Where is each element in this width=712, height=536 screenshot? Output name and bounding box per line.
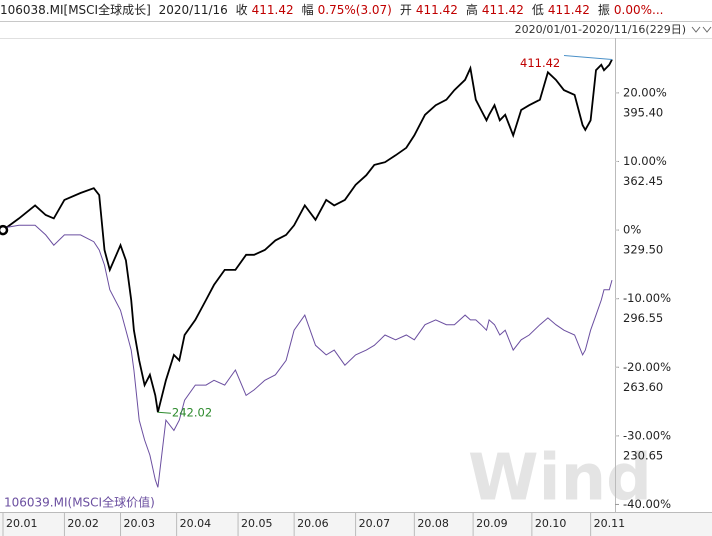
- x-tick-label: 20.09: [476, 517, 508, 530]
- watermark: Wind: [468, 442, 652, 516]
- y2-tick-label: 263.60: [623, 380, 663, 394]
- field-label: 幅: [301, 3, 314, 17]
- field-label: 振: [597, 3, 610, 17]
- range-dropdown[interactable]: [691, 26, 701, 33]
- field-value: 0.00%...: [613, 3, 664, 17]
- x-tick-label: 20.11: [594, 517, 626, 530]
- range-dropdown[interactable]: [702, 26, 712, 33]
- security-name[interactable]: 106038.MI[MSCI全球成长]: [0, 3, 151, 17]
- series-line: [2, 59, 613, 413]
- series-line: [2, 224, 613, 488]
- annotation: 411.42: [520, 56, 560, 70]
- field-label: 开: [399, 3, 412, 17]
- date-range[interactable]: 2020/01/01-2020/11/16(229日): [515, 23, 686, 36]
- x-tick-label: 20.04: [180, 517, 212, 530]
- y-tick-label: 0%: [623, 223, 641, 237]
- y-tick-label: -40.00%: [623, 497, 671, 511]
- annotation-pointer: [157, 411, 171, 414]
- field-value: 411.42: [547, 3, 590, 17]
- header: 106038.MI[MSCI全球成长] 2020/11/16 收 411.42 幅 0…: [0, 0, 712, 20]
- y-tick-label: -20.00%: [623, 360, 671, 374]
- x-tick-label: 20.05: [241, 517, 272, 530]
- field-value: 0.75%(3.07): [317, 3, 392, 17]
- y-tick-label: -30.00%: [623, 428, 671, 442]
- x-tick-label: 20.06: [297, 517, 329, 530]
- field-value: 411.42: [251, 3, 294, 17]
- y2-tick-label: 395.40: [623, 105, 663, 119]
- x-tick-label: 20.01: [6, 517, 38, 530]
- y2-tick-label: 230.65: [623, 448, 663, 462]
- annotation: 242.02: [172, 406, 212, 420]
- x-tick-label: 20.08: [417, 517, 449, 530]
- field-label: 收: [235, 3, 248, 17]
- y2-tick-label: 362.45: [623, 174, 663, 188]
- y-tick-label: 10.00%: [623, 154, 667, 168]
- y2-tick-label: 296.55: [623, 311, 663, 325]
- y2-tick-label: 329.50: [623, 243, 663, 257]
- x-tick-label: 20.02: [67, 517, 99, 530]
- annotation-pointer: [563, 55, 613, 61]
- field-label: 高: [465, 3, 478, 17]
- header-date: 2020/11/16: [158, 3, 228, 17]
- x-tick-label: 20.03: [124, 517, 155, 530]
- x-tick-label: 20.10: [535, 517, 567, 530]
- y-tick-label: -10.00%: [623, 291, 671, 305]
- y-tick-label: 20.00%: [623, 85, 667, 99]
- field-value: 411.42: [481, 3, 524, 17]
- field-label: 低: [531, 3, 544, 17]
- field-value: 411.42: [415, 3, 458, 17]
- x-tick-label: 20.07: [359, 517, 391, 530]
- start-marker: [0, 224, 9, 236]
- legend-entry: 106039.MI(MSCI全球价值): [4, 495, 155, 510]
